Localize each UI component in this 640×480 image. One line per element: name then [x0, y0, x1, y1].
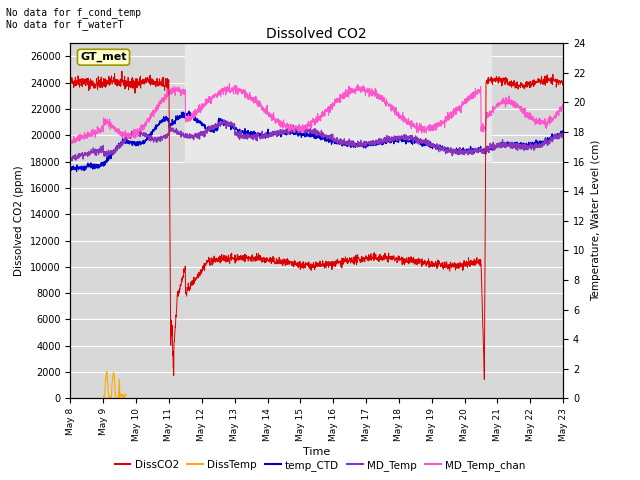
Y-axis label: Temperature, Water Level (cm): Temperature, Water Level (cm): [591, 140, 601, 301]
Legend: DissCO2, DissTemp, temp_CTD, MD_Temp, MD_Temp_chan: DissCO2, DissTemp, temp_CTD, MD_Temp, MD…: [111, 456, 529, 475]
Bar: [185, 43, 491, 162]
Text: No data for f_cond_temp: No data for f_cond_temp: [6, 7, 141, 18]
X-axis label: Time: Time: [303, 447, 330, 456]
Text: No data for f_waterT: No data for f_waterT: [6, 19, 124, 30]
Title: Dissolved CO2: Dissolved CO2: [266, 27, 367, 41]
Text: GT_met: GT_met: [80, 52, 127, 62]
Y-axis label: Dissolved CO2 (ppm): Dissolved CO2 (ppm): [14, 166, 24, 276]
